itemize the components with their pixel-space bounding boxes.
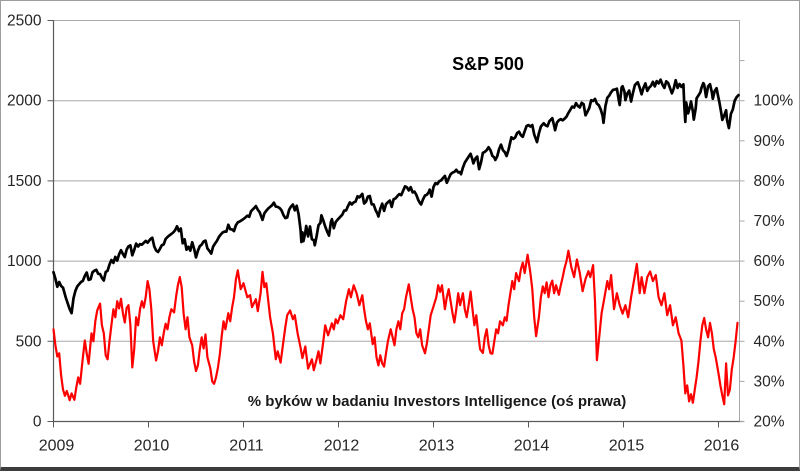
left-axis-tick-label: 2000 xyxy=(7,93,42,110)
year-tick-label: 2013 xyxy=(419,438,455,455)
right-axis-tick-label: 60% xyxy=(754,253,785,270)
year-tick-label: 2014 xyxy=(514,438,550,455)
right-axis-tick-label: 80% xyxy=(754,173,785,190)
right-axis-tick-label: 70% xyxy=(754,213,785,230)
year-tick-label: 2010 xyxy=(134,438,170,455)
left-axis-tick-label: 500 xyxy=(16,333,42,350)
right-axis-tick-label: 100% xyxy=(754,93,794,110)
right-axis-tick-label: 20% xyxy=(754,414,785,431)
series-annotation: % byków w badaniu Investors Intelligence… xyxy=(247,393,627,410)
chart-title: S&P 500 xyxy=(452,54,524,74)
left-axis-tick-label: 0 xyxy=(33,414,42,431)
year-tick-label: 2016 xyxy=(704,438,740,455)
year-tick-label: 2011 xyxy=(229,438,264,455)
right-axis-tick-label: 90% xyxy=(754,133,785,150)
year-tick-label: 2012 xyxy=(324,438,360,455)
right-axis-tick-label: 30% xyxy=(754,373,785,390)
year-tick-label: 2015 xyxy=(609,438,645,455)
year-tick-label: 2009 xyxy=(39,438,75,455)
left-axis-tick-label: 2500 xyxy=(7,13,42,30)
left-axis-tick-label: 1500 xyxy=(7,173,42,190)
sp500-line xyxy=(52,78,740,315)
bulls-line xyxy=(52,249,739,406)
right-axis-tick-label: 40% xyxy=(754,333,785,350)
right-axis-tick-label: 50% xyxy=(754,293,785,310)
left-axis-tick-label: 1000 xyxy=(7,253,42,270)
